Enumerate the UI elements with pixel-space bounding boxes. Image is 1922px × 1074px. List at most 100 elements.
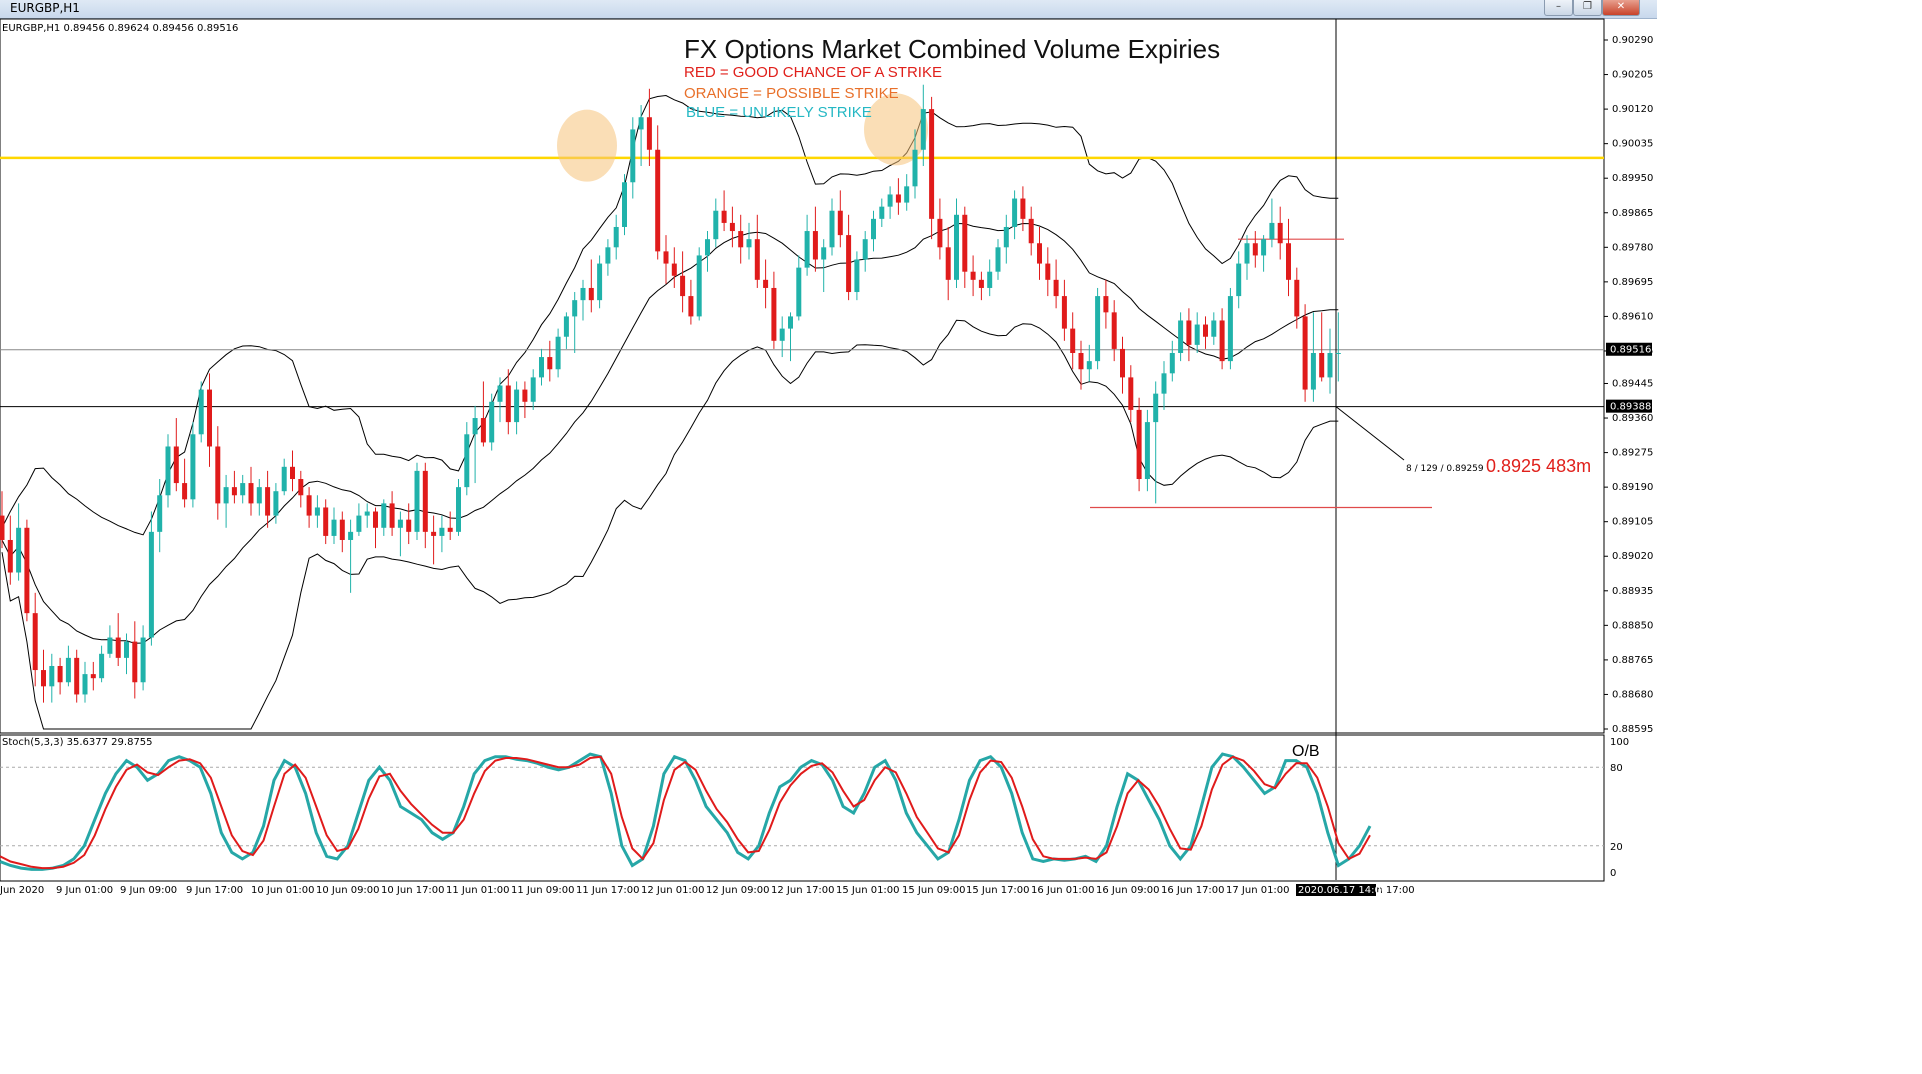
chart-window: EURGBP,H1 – ❐ ✕ 0.90290 0.90205 0.90120 0.9… (0, 0, 1657, 905)
candle (721, 190, 727, 232)
note-blue: BLUE = UNLIKELY STRIKE (686, 104, 872, 121)
candle-body (1053, 279, 1059, 297)
candle (630, 117, 636, 199)
candle (530, 369, 536, 410)
stoch-header: Stoch(5,3,3) 35.6377 29.8755 (2, 737, 153, 748)
candle-body (1186, 320, 1192, 345)
candle (1144, 409, 1150, 492)
candle (522, 381, 528, 419)
x-tick-label: 17 Jun 01:00 (1226, 885, 1290, 896)
candle-body (422, 470, 428, 532)
x-tick-label: un 17:00 (1370, 885, 1415, 896)
stochastic-panel: 100 80 20 0 (0, 737, 1629, 879)
candle-body (373, 511, 378, 528)
candle (348, 519, 354, 593)
x-tick-label: 9 Jun 01:00 (56, 885, 113, 896)
candle (7, 515, 13, 585)
candle (16, 503, 22, 581)
candle (57, 657, 63, 695)
candle-body (173, 446, 179, 484)
candle-body (240, 483, 246, 496)
candle (182, 458, 188, 508)
candle (1169, 340, 1175, 382)
candle-body (497, 385, 503, 402)
candle-body (157, 495, 163, 532)
candle (1277, 206, 1283, 260)
candle-body (920, 109, 926, 150)
candle (231, 470, 237, 504)
candle (1302, 304, 1308, 402)
candle (680, 251, 686, 313)
candle-body (472, 418, 478, 435)
price-chart[interactable]: 0.90290 0.90205 0.90120 0.90035 0.89950 0.898… (0, 0, 1657, 905)
candle (1294, 267, 1300, 329)
candle-body (987, 271, 993, 288)
candle-body (871, 218, 876, 240)
candle-body (547, 357, 553, 370)
x-tick-label: 12 Jun 01:00 (641, 885, 705, 896)
stoch-signal-line (0, 755, 1371, 870)
minimize-button[interactable]: – (1544, 0, 1573, 16)
candle-body (804, 231, 810, 268)
crosshair-time-bg (1296, 884, 1376, 896)
x-tick-label: 15 Jun 09:00 (902, 885, 966, 896)
candle (895, 178, 901, 215)
candle (821, 239, 827, 293)
overbought-label: O/B (1292, 743, 1320, 760)
candle-body (57, 665, 63, 683)
candle (439, 515, 445, 553)
candle (1252, 231, 1258, 268)
candle (929, 96, 935, 240)
candle-body (1111, 312, 1117, 349)
candle-body (1045, 263, 1051, 280)
candle-body (198, 389, 204, 435)
candle-body (1037, 243, 1042, 264)
candle (157, 479, 163, 553)
candle (32, 592, 38, 687)
restore-button[interactable]: ❐ (1573, 0, 1602, 16)
candle-body (713, 210, 719, 240)
candle-body (879, 206, 885, 219)
candle-body (464, 434, 470, 488)
candle-body (638, 117, 644, 130)
candle-body (646, 117, 652, 150)
candle (638, 105, 644, 167)
y-tick-label: 0.89695 (1612, 277, 1653, 288)
x-tick-label: 16 Jun 09:00 (1096, 885, 1160, 896)
candle-body (356, 515, 362, 532)
candle-body (763, 279, 769, 288)
candle (1286, 218, 1291, 297)
candle-body (754, 239, 760, 280)
bollinger-middle (1, 222, 1339, 644)
candle-body (962, 214, 968, 272)
x-tick-label: 10 Jun 09:00 (316, 885, 380, 896)
candle (962, 206, 968, 288)
candle (597, 255, 603, 309)
stoch-tick-label: 0 (1610, 868, 1616, 879)
candle-body (1078, 352, 1084, 370)
candle-body (1294, 279, 1300, 317)
candle (1194, 312, 1200, 353)
candle (0, 491, 5, 549)
price-axis: 0.90290 0.90205 0.90120 0.90035 0.89950 0.898… (1604, 35, 1653, 735)
candle (671, 247, 677, 288)
candle (24, 519, 30, 622)
window-titlebar[interactable]: EURGBP,H1 – ❐ ✕ (0, 0, 1657, 19)
candle-body (580, 287, 586, 301)
close-button[interactable]: ✕ (1602, 0, 1640, 16)
candle-body (348, 531, 354, 540)
trend-line (1335, 406, 1405, 461)
candle (763, 259, 769, 309)
candle (1078, 340, 1084, 390)
candle (788, 312, 793, 362)
candle-body (1194, 324, 1200, 345)
candle (456, 479, 461, 536)
y-tick-label: 0.89780 (1612, 242, 1653, 253)
candle-body (290, 466, 295, 480)
candle-body (1144, 422, 1150, 480)
candle-body (1261, 239, 1267, 256)
candle-body (746, 239, 752, 248)
candle-body (314, 507, 320, 516)
candle-body (904, 186, 910, 203)
candle-body (912, 149, 918, 187)
